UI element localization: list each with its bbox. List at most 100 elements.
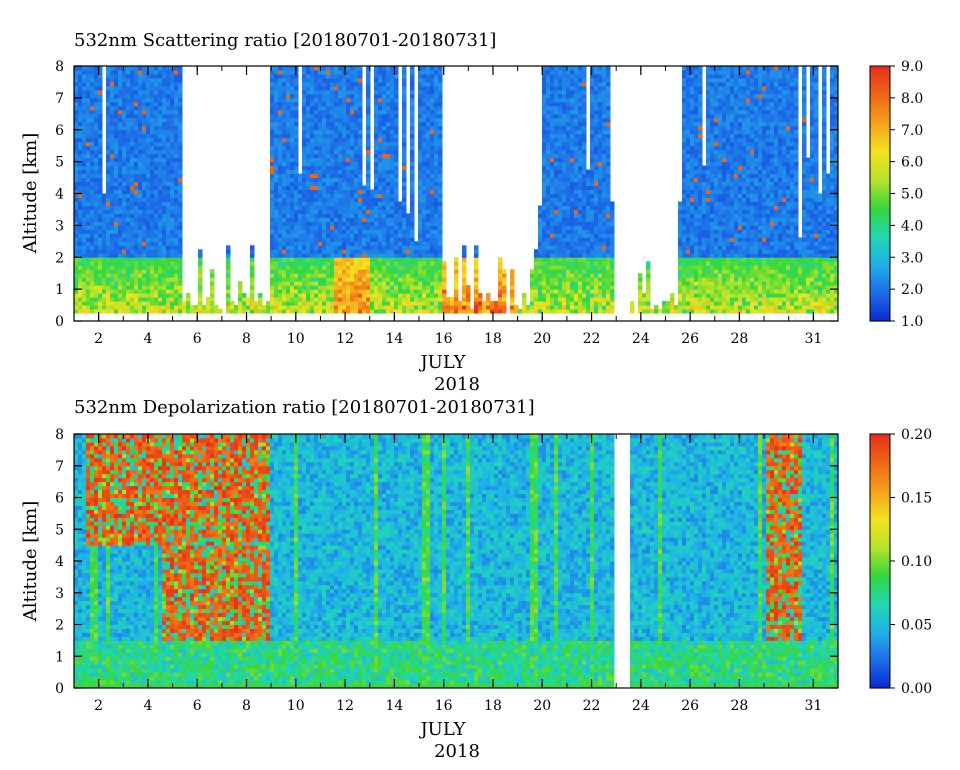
heatmap-cell	[82, 261, 87, 266]
heatmap-cell	[162, 113, 167, 119]
heatmap-cell	[342, 277, 347, 282]
heatmap-cell	[114, 97, 119, 103]
heatmap-cell	[74, 81, 79, 87]
heatmap-cell	[554, 285, 559, 290]
heatmap-cell	[74, 237, 79, 242]
heatmap-cell	[418, 101, 423, 107]
heatmap-cell	[362, 261, 367, 266]
heatmap-cell	[326, 301, 331, 306]
heatmap-cell	[418, 66, 423, 71]
heatmap-cell	[466, 301, 471, 306]
heatmap-cell	[406, 229, 411, 234]
heatmap-cell	[142, 105, 147, 111]
heatmap-cell	[358, 193, 363, 198]
heatmap-cell	[282, 225, 287, 230]
heatmap-cell	[358, 97, 363, 103]
heatmap-cell	[90, 121, 95, 127]
heatmap-cell	[426, 97, 431, 103]
heatmap-cell	[306, 97, 311, 103]
heatmap-cell	[382, 285, 387, 290]
heatmap-cell	[382, 81, 387, 87]
heatmap-cell	[274, 209, 279, 214]
heatmap-cell	[346, 293, 351, 298]
heatmap-cell	[294, 193, 299, 198]
heatmap-cell	[290, 85, 295, 91]
heatmap-cell	[350, 105, 355, 111]
heatmap-cell	[418, 161, 423, 167]
heatmap-cell	[330, 173, 335, 179]
heatmap-cell	[138, 153, 143, 159]
heatmap-cell	[274, 225, 279, 230]
heatmap-cell	[126, 217, 131, 222]
heatmap-cell	[386, 253, 391, 258]
heatmap-cell	[142, 197, 147, 202]
heatmap-cell	[306, 93, 311, 99]
heatmap-cell	[154, 165, 159, 171]
heatmap-cell	[546, 149, 551, 155]
heatmap-cell	[142, 289, 147, 294]
heatmap-cell	[110, 97, 115, 103]
heatmap-cell	[546, 301, 551, 306]
heatmap-cell	[562, 69, 567, 75]
heatmap-cell	[550, 149, 555, 155]
heatmap-cell	[102, 253, 107, 258]
heatmap-cell	[554, 197, 559, 202]
heatmap-cell	[334, 149, 339, 155]
heatmap-cell	[362, 241, 367, 246]
heatmap-cell	[322, 245, 327, 250]
heatmap-cell	[162, 77, 167, 83]
heatmap-cell	[402, 277, 407, 282]
heatmap-cell	[354, 237, 359, 242]
heatmap-cell	[422, 137, 427, 143]
heatmap-cell	[370, 253, 375, 258]
heatmap-cell	[354, 261, 359, 266]
heatmap-cell	[314, 173, 319, 179]
heatmap-cell	[134, 117, 139, 123]
heatmap-cell	[154, 257, 159, 262]
heatmap-cell	[150, 177, 155, 183]
heatmap-cell	[282, 89, 287, 95]
heatmap-cell	[314, 229, 319, 234]
heatmap-cell	[538, 265, 543, 270]
heatmap-cell	[426, 241, 431, 246]
heatmap-cell	[382, 205, 387, 210]
heatmap-cell	[374, 217, 379, 222]
heatmap-cell	[270, 69, 275, 75]
heatmap-cell	[382, 153, 387, 159]
heatmap-cell	[434, 249, 439, 254]
heatmap-cell	[210, 309, 215, 314]
heatmap-cell	[574, 149, 579, 155]
heatmap-cell	[566, 189, 571, 194]
heatmap-cell	[162, 261, 167, 266]
heatmap-cell	[534, 253, 539, 258]
heatmap-cell	[146, 213, 151, 218]
heatmap-cell	[558, 245, 563, 250]
heatmap-cell	[354, 97, 359, 103]
heatmap-cell	[574, 165, 579, 171]
heatmap-cell	[210, 273, 215, 278]
heatmap-cell	[554, 209, 559, 214]
heatmap-cell	[74, 301, 79, 306]
heatmap-cell	[502, 301, 507, 306]
heatmap-cell	[538, 281, 543, 286]
heatmap-cell	[558, 125, 563, 131]
heatmap-cell	[94, 89, 99, 95]
heatmap-cell	[106, 125, 111, 131]
heatmap-cell	[334, 69, 339, 75]
heatmap-cell	[150, 289, 155, 294]
heatmap-cell	[82, 201, 87, 206]
heatmap-cell	[286, 153, 291, 159]
heatmap-cell	[402, 161, 407, 167]
heatmap-cell	[290, 137, 295, 143]
heatmap-cell	[86, 157, 91, 163]
heatmap-cell	[162, 73, 167, 79]
heatmap-cell	[130, 297, 135, 302]
heatmap-cell	[310, 169, 315, 175]
heatmap-cell	[382, 273, 387, 278]
heatmap-cell	[426, 213, 431, 218]
heatmap-cell	[106, 309, 111, 314]
heatmap-cell	[90, 153, 95, 159]
heatmap-cell	[374, 229, 379, 234]
heatmap-cell	[298, 221, 303, 226]
heatmap-cell	[566, 221, 571, 226]
